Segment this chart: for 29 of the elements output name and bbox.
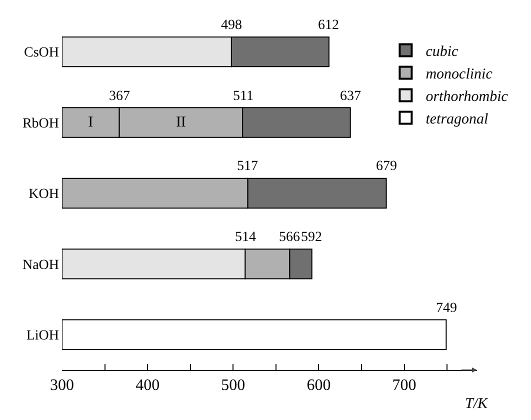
x-tick-label: 700: [392, 377, 416, 394]
annotation: 637: [340, 89, 361, 104]
y-tick-label: KOH: [28, 187, 59, 202]
annotation: 566: [279, 230, 300, 245]
annotation: 498: [221, 18, 242, 33]
annotation: 592: [301, 230, 322, 245]
y-tick-label: CsOH: [24, 46, 59, 61]
data-label: II: [176, 114, 186, 131]
annotation: 517: [237, 159, 258, 174]
x-tick-label: 300: [50, 377, 74, 394]
annotation: 511: [233, 89, 254, 104]
annotation: 367: [109, 89, 130, 104]
y-tick-label: RbOH: [22, 116, 59, 132]
legend-label: cubic: [426, 44, 459, 60]
legend-label: monoclinic: [426, 66, 493, 83]
y-tick-label: NaOH: [22, 258, 59, 273]
legend-label: tetragonal: [426, 112, 488, 128]
x-tick-label: 600: [306, 377, 331, 394]
data-label: I: [88, 114, 94, 131]
annotation: 514: [235, 230, 256, 245]
bar: [62, 319, 447, 350]
y-tick-label: LiOH: [26, 328, 59, 344]
x-tick-label: 400: [136, 377, 160, 394]
legend-label: orthorhombic: [426, 89, 508, 106]
annotation: 612: [318, 18, 339, 33]
x-axis-title: T/K: [465, 396, 489, 412]
annotation: 749: [436, 301, 457, 316]
x-tick-label: 500: [221, 377, 246, 394]
annotation: 679: [376, 159, 397, 174]
